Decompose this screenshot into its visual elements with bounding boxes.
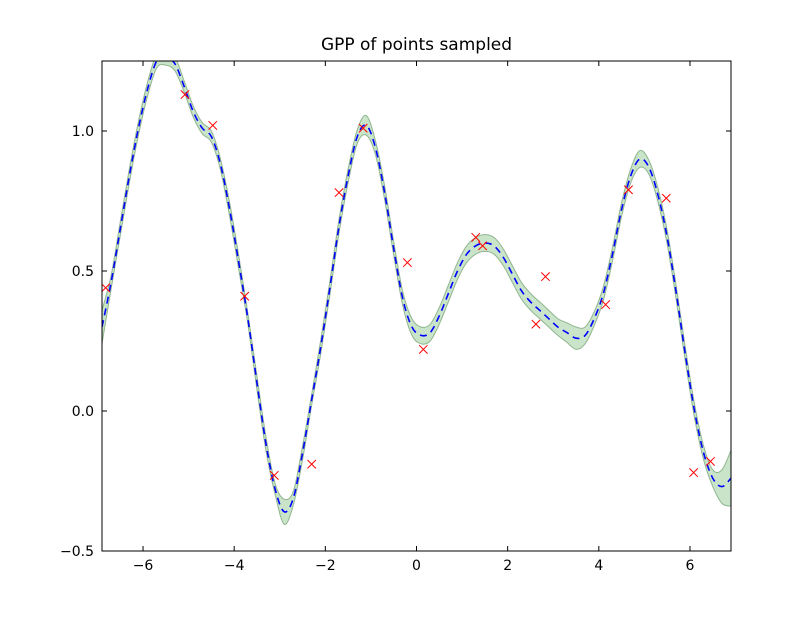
x-tick-label: −2 xyxy=(315,558,336,574)
sample-point-marker xyxy=(623,185,633,195)
plot-area-background xyxy=(102,61,731,551)
sample-point-marker xyxy=(540,272,551,282)
x-tick-label: 2 xyxy=(503,558,512,574)
sample-point-marker xyxy=(180,90,190,100)
sample-point-marker xyxy=(705,456,716,466)
mean-line-layer xyxy=(102,61,731,513)
sample-point-marker xyxy=(269,470,279,480)
axis-ticks-layer: −6 −4 −2 0 2 4 6 −0.5 0.0 0.5 1.0 xyxy=(60,61,731,574)
sample-point-marker xyxy=(661,193,671,203)
sample-markers-layer xyxy=(102,90,716,480)
x-tick-label: 0 xyxy=(412,558,421,574)
x-tick-label: −6 xyxy=(133,558,154,574)
y-tick-label: 1.0 xyxy=(72,124,94,140)
sample-point-marker xyxy=(358,123,368,133)
sample-point-marker xyxy=(102,283,111,293)
sample-point-marker xyxy=(471,232,481,242)
sample-point-marker xyxy=(418,344,428,354)
sample-point-marker xyxy=(531,319,541,329)
y-tick-label: 0.0 xyxy=(72,404,94,420)
x-tick-label: 4 xyxy=(594,558,603,574)
y-tick-label: −0.5 xyxy=(60,544,94,560)
y-tick-label: 0.5 xyxy=(72,264,94,280)
x-tick-label: 6 xyxy=(686,558,695,574)
sample-point-marker xyxy=(689,468,699,478)
sample-point-marker xyxy=(208,120,218,130)
chart-title: GPP of points sampled xyxy=(321,35,512,55)
sample-point-marker xyxy=(601,300,611,310)
x-tick-label: −4 xyxy=(224,558,245,574)
mean-prediction-line xyxy=(102,61,731,513)
sample-point-marker xyxy=(478,241,488,251)
sample-point-marker xyxy=(334,188,344,198)
sample-point-marker xyxy=(402,258,412,268)
sample-point-marker xyxy=(240,291,250,301)
sample-point-marker xyxy=(307,459,317,469)
